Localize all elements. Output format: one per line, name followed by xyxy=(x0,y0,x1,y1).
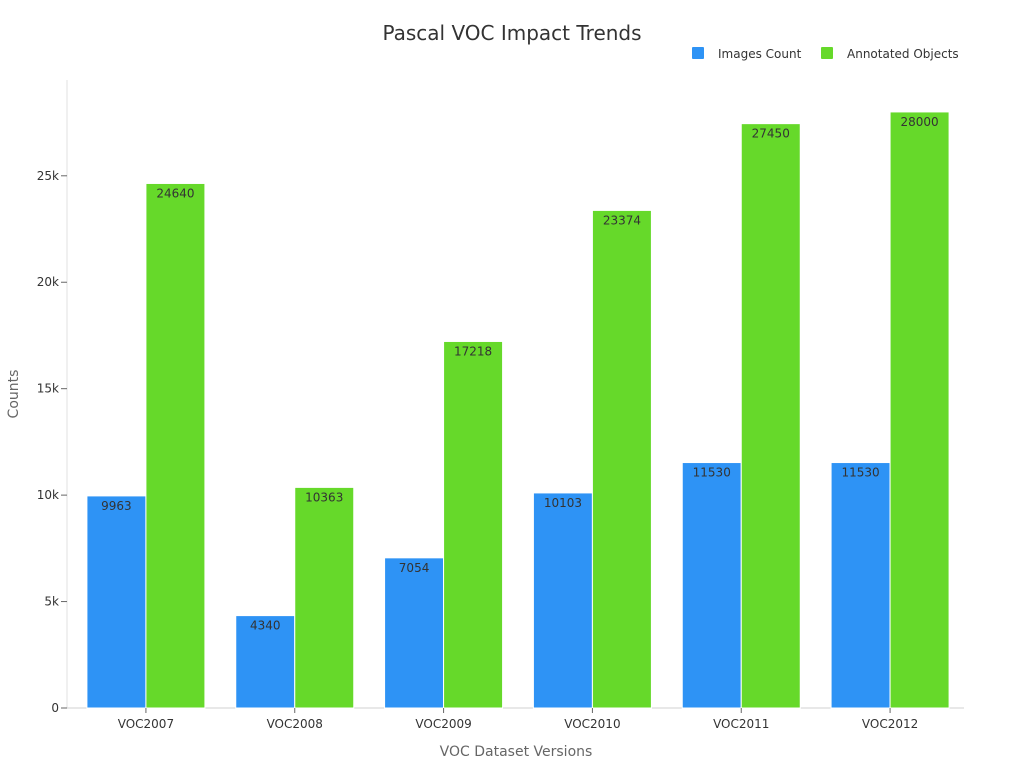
x-tick-label-voc2011: VOC2011 xyxy=(713,717,769,731)
bar-annotated-objects-voc2008[interactable] xyxy=(294,486,355,709)
data-label-images-count-voc2009: 7054 xyxy=(399,561,430,575)
bars: 9963 24640 4340 10363 7054 17218 10103 23374 115… xyxy=(86,111,950,709)
x-axis-ticks: VOC2007 VOC2008 VOC2009 VOC2010 VOC2011 VOC20… xyxy=(118,708,918,731)
data-label-annotated-objects-voc2008: 10363 xyxy=(305,490,343,504)
bar-images-count-voc2007[interactable] xyxy=(86,495,147,709)
y-tick-label: 25k xyxy=(37,169,59,183)
x-tick-label-voc2007: VOC2007 xyxy=(118,717,174,731)
legend-item-images-count[interactable]: Images Count xyxy=(692,47,802,61)
bar-annotated-objects-voc2007[interactable] xyxy=(145,182,206,709)
bar-images-count-voc2008[interactable] xyxy=(235,615,296,709)
bar-images-count-voc2012[interactable] xyxy=(830,462,891,709)
chart-title: Pascal VOC Impact Trends xyxy=(382,21,641,45)
x-tick-label-voc2012: VOC2012 xyxy=(862,717,918,731)
bar-images-count-voc2011[interactable] xyxy=(681,462,742,709)
data-label-images-count-voc2012: 11530 xyxy=(841,466,879,480)
legend-label-images-count: Images Count xyxy=(718,47,802,61)
legend-label-annotated-objects: Annotated Objects xyxy=(847,47,959,61)
x-tick-label-voc2008: VOC2008 xyxy=(267,717,323,731)
x-axis-title: VOC Dataset Versions xyxy=(440,744,593,760)
data-label-images-count-voc2007: 9963 xyxy=(101,499,132,513)
data-label-annotated-objects-voc2011: 27450 xyxy=(752,127,790,141)
bar-annotated-objects-voc2011[interactable] xyxy=(740,123,801,709)
legend: Images Count Annotated Objects xyxy=(692,47,959,61)
x-tick-label-voc2010: VOC2010 xyxy=(564,717,620,731)
bar-annotated-objects-voc2010[interactable] xyxy=(591,209,652,709)
y-tick-label: 10k xyxy=(37,488,59,502)
bar-images-count-voc2010[interactable] xyxy=(532,492,593,709)
data-label-annotated-objects-voc2009: 17218 xyxy=(454,344,492,358)
bar-images-count-voc2009[interactable] xyxy=(384,557,445,709)
data-label-annotated-objects-voc2007: 24640 xyxy=(156,186,194,200)
legend-swatch-images-count xyxy=(692,47,704,59)
data-label-annotated-objects-voc2012: 28000 xyxy=(900,115,938,129)
data-label-images-count-voc2010: 10103 xyxy=(544,496,582,510)
y-tick-label: 5k xyxy=(44,595,59,609)
data-label-images-count-voc2011: 11530 xyxy=(693,466,731,480)
data-label-annotated-objects-voc2010: 23374 xyxy=(603,213,641,227)
y-tick-label: 15k xyxy=(37,382,59,396)
data-label-images-count-voc2008: 4340 xyxy=(250,619,281,633)
legend-item-annotated-objects[interactable]: Annotated Objects xyxy=(821,47,959,61)
x-tick-label-voc2009: VOC2009 xyxy=(415,717,471,731)
y-tick-label: 20k xyxy=(37,275,59,289)
y-axis-ticks: 0 5k 10k 15k 20k 25k xyxy=(37,169,67,715)
bar-annotated-objects-voc2012[interactable] xyxy=(889,111,950,709)
y-tick-label: 0 xyxy=(51,701,59,715)
bar-annotated-objects-voc2009[interactable] xyxy=(443,340,504,709)
legend-swatch-annotated-objects xyxy=(821,47,833,59)
y-axis-title: Counts xyxy=(6,370,22,419)
